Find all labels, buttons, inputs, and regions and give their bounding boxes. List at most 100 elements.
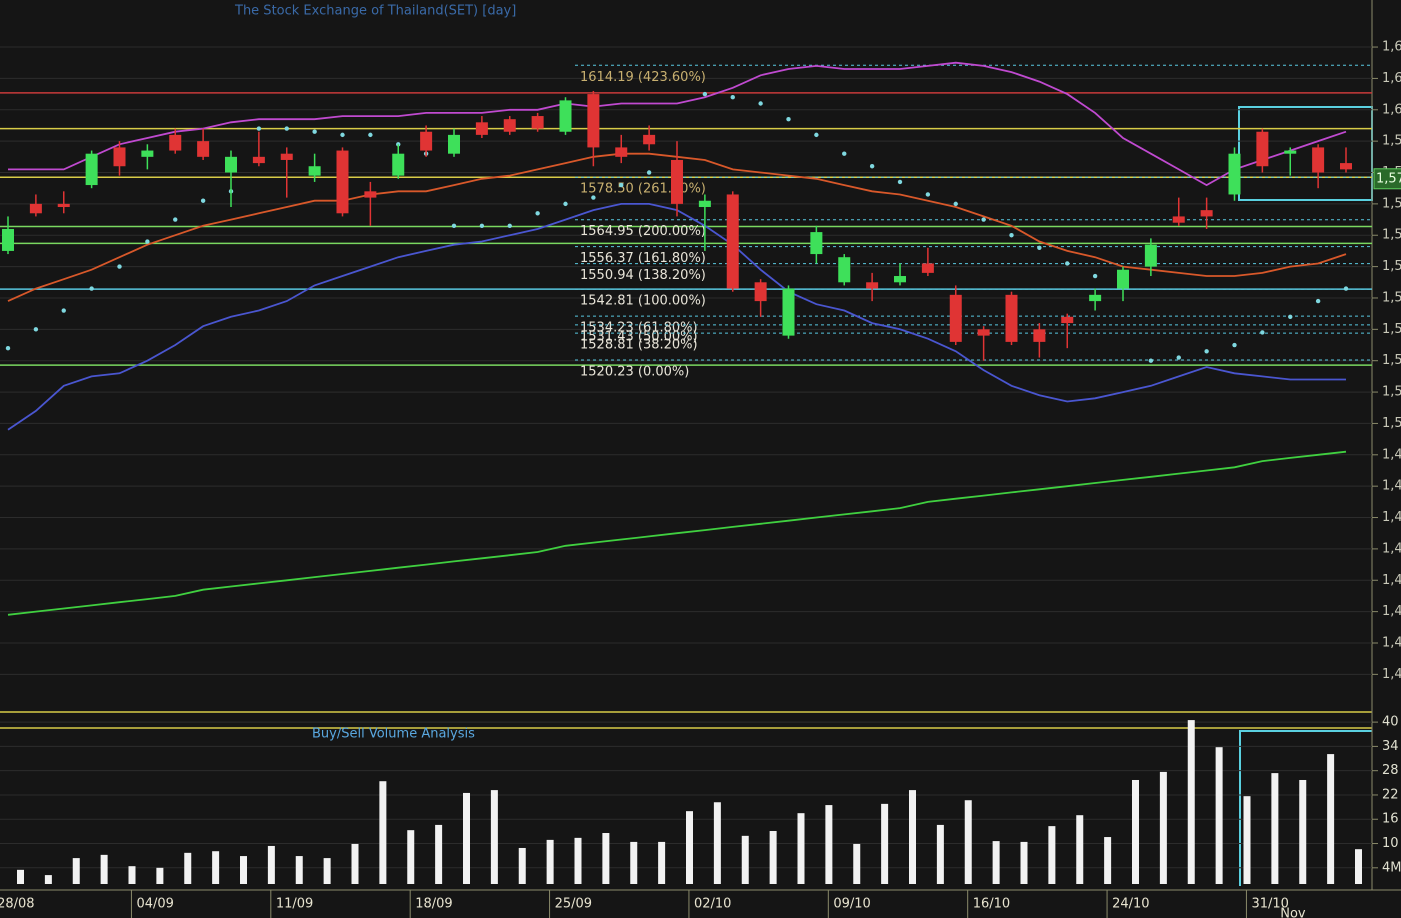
y-tick-label: 1,4	[1382, 510, 1401, 525]
volume-bar	[17, 869, 24, 884]
sar-dot	[1065, 261, 1070, 266]
candle-body	[308, 166, 321, 176]
y-tick-label: 1,5	[1382, 290, 1401, 305]
y-tick-label: 1,5	[1382, 385, 1401, 400]
volume-bar	[1243, 796, 1251, 884]
sar-dot	[730, 95, 735, 100]
fib-label: 1534.23 (61.80%)	[580, 321, 698, 336]
y-tick-label: 1,5	[1382, 353, 1401, 368]
y-tick-label: 1,5	[1382, 416, 1401, 431]
sar-dot	[591, 195, 596, 200]
y-tick-label: 34	[1382, 739, 1399, 754]
y-tick-label: 22	[1382, 787, 1399, 802]
sar-dot	[1009, 233, 1014, 238]
volume-bar	[156, 867, 164, 884]
indicator-line	[8, 61, 1347, 187]
volume-bar	[379, 781, 387, 884]
sar-dot	[1343, 286, 1349, 291]
candle-body	[1144, 244, 1157, 267]
volume-bar	[435, 824, 443, 884]
volume-bar	[1020, 841, 1028, 884]
y-tick-label: 1,6	[1382, 40, 1401, 55]
volume-bar	[128, 866, 136, 884]
y-tick-label: 1,5	[1382, 134, 1401, 149]
sar-dot	[256, 126, 262, 131]
candle-body	[754, 282, 767, 302]
volume-bar	[463, 792, 470, 884]
y-tick-label: 1,4	[1382, 447, 1401, 462]
sar-dot	[33, 327, 39, 332]
candle-body	[85, 153, 98, 186]
candle-body	[866, 282, 879, 289]
candle-body	[448, 134, 460, 154]
x-tick-label: 09/10	[833, 897, 870, 912]
candle-body	[810, 232, 823, 255]
y-tick-label: 28	[1382, 763, 1399, 778]
candle-body	[225, 156, 237, 173]
volume-bar	[518, 847, 526, 884]
candle-body	[197, 141, 210, 157]
price-box	[1373, 168, 1401, 190]
volume-bar	[964, 800, 972, 884]
x-sublabel: Nov	[1280, 907, 1306, 918]
volume-bar	[490, 790, 498, 884]
y-tick-label: 40	[1382, 715, 1399, 730]
volume-bar	[909, 790, 916, 884]
candle-body	[1033, 329, 1046, 342]
volume-bar	[1159, 771, 1167, 884]
fib-label: 1528.81 (38.20%)	[580, 338, 698, 353]
candle-body	[977, 329, 990, 336]
sar-dot	[1260, 330, 1265, 335]
volume-bar	[797, 813, 805, 884]
y-tick-label: 1,5	[1382, 259, 1401, 274]
candle-body	[336, 150, 349, 214]
volume-bar	[1355, 849, 1362, 884]
sar-dot	[1037, 245, 1042, 250]
y-tick-label: 1,5	[1382, 322, 1401, 337]
candle-body	[1061, 316, 1074, 324]
highlight-box	[1239, 730, 1372, 886]
candle-body	[1312, 147, 1325, 173]
candle-body	[1117, 269, 1129, 289]
y-tick-label: 1,4	[1382, 541, 1401, 556]
sar-dot	[200, 198, 206, 203]
fib-label: 1564.95 (200.00%)	[580, 224, 706, 239]
fib-label: 1550.94 (138.20%)	[580, 268, 706, 283]
sar-dot	[1315, 298, 1321, 304]
y-tick-label: 4M	[1382, 860, 1401, 875]
sar-dot	[1232, 342, 1237, 348]
volume-bar	[1076, 815, 1084, 884]
candle-body	[503, 119, 516, 132]
sar-dot	[61, 308, 66, 313]
sar-dot	[173, 217, 178, 222]
sar-dot	[117, 264, 122, 269]
volume-bar	[267, 845, 275, 884]
sar-dot	[507, 223, 512, 229]
x-tick-label: 28/08	[0, 897, 35, 912]
x-tick-label: 02/10	[694, 897, 731, 912]
y-tick-label: 1,6	[1382, 102, 1401, 117]
sar-dot	[535, 211, 540, 216]
candle-body	[364, 191, 377, 198]
candle-body	[1200, 210, 1213, 217]
sar-dot	[145, 239, 150, 244]
volume-bar	[546, 839, 554, 884]
candle-body	[420, 131, 433, 151]
fib-label: 1520.23 (0.00%)	[580, 364, 689, 379]
price-label: 1,57	[1376, 171, 1401, 186]
volume-bar	[741, 835, 749, 884]
sar-dot	[869, 164, 875, 169]
candle-body	[169, 134, 182, 151]
volume-bar	[1132, 779, 1139, 884]
sar-dot	[5, 345, 11, 351]
x-tick-label: 18/09	[415, 897, 452, 912]
x-tick-label: 11/09	[276, 897, 313, 912]
sar-dot	[842, 151, 847, 156]
y-tick-label: 1,4	[1382, 479, 1401, 494]
volume-bar	[992, 841, 1000, 884]
y-tick-label: 1,4	[1382, 573, 1401, 588]
candle-body	[29, 203, 42, 214]
volume-bar	[574, 837, 582, 884]
volume-bar	[713, 802, 721, 884]
